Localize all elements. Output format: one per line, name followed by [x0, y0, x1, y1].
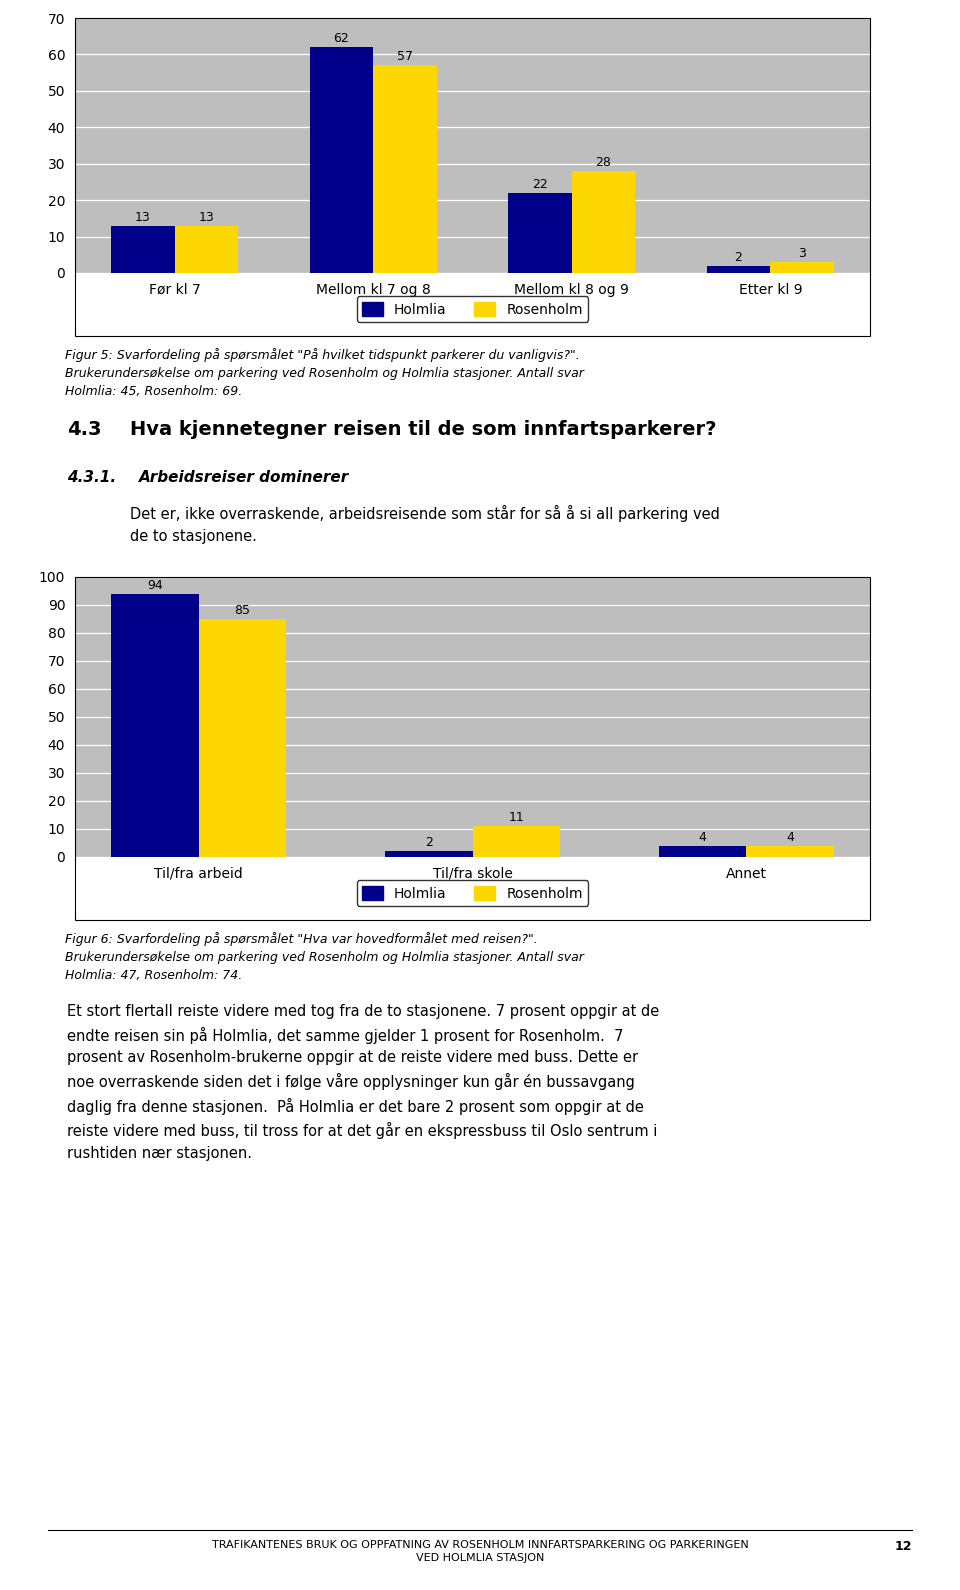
- Bar: [508, 192, 572, 273]
- Bar: [659, 846, 746, 857]
- Text: 12: 12: [895, 1541, 912, 1553]
- Text: 62: 62: [333, 32, 349, 45]
- Bar: [472, 827, 560, 857]
- Legend: Holmlia, Rosenholm: Holmlia, Rosenholm: [356, 881, 588, 906]
- Bar: [770, 262, 834, 273]
- Text: 28: 28: [595, 156, 612, 169]
- Text: 57: 57: [397, 51, 413, 64]
- Bar: [111, 593, 199, 857]
- Text: 85: 85: [234, 604, 251, 617]
- Text: 4.3.1.: 4.3.1.: [67, 471, 116, 485]
- Text: Figur 5: Svarfordeling på spørsmålet "På hvilket tidspunkt parkerer du vanligvis: Figur 5: Svarfordeling på spørsmålet "På…: [65, 348, 585, 398]
- Text: 2: 2: [424, 836, 433, 849]
- Text: Et stort flertall reiste videre med tog fra de to stasjonene. 7 prosent oppgir a: Et stort flertall reiste videre med tog …: [67, 1003, 660, 1161]
- Text: 11: 11: [509, 811, 524, 824]
- Bar: [572, 172, 636, 273]
- Text: 94: 94: [147, 579, 163, 591]
- Bar: [310, 48, 373, 273]
- Text: 13: 13: [199, 210, 214, 224]
- Text: 13: 13: [135, 210, 151, 224]
- Text: 4: 4: [786, 830, 794, 844]
- Text: 2: 2: [734, 251, 742, 264]
- Bar: [746, 846, 834, 857]
- Text: TRAFIKANTENES BRUK OG OPPFATNING AV ROSENHOLM INNFARTSPARKERING OG PARKERINGEN
V: TRAFIKANTENES BRUK OG OPPFATNING AV ROSE…: [211, 1541, 749, 1563]
- Text: 4.3: 4.3: [67, 420, 102, 439]
- Bar: [111, 226, 175, 273]
- Text: 4: 4: [699, 830, 707, 844]
- Text: Det er, ikke overraskende, arbeidsreisende som står for så å si all parkering ve: Det er, ikke overraskende, arbeidsreisen…: [130, 506, 719, 544]
- Text: 22: 22: [532, 178, 548, 191]
- Bar: [385, 851, 472, 857]
- Legend: Holmlia, Rosenholm: Holmlia, Rosenholm: [356, 296, 588, 323]
- Text: Arbeidsreiser dominerer: Arbeidsreiser dominerer: [139, 471, 349, 485]
- Text: Hva kjennetegner reisen til de som innfartsparkerer?: Hva kjennetegner reisen til de som innfa…: [130, 420, 716, 439]
- Bar: [373, 65, 437, 273]
- Text: Figur 6: Svarfordeling på spørsmålet "Hva var hovedformålet med reisen?".
Bruker: Figur 6: Svarfordeling på spørsmålet "Hv…: [65, 932, 585, 983]
- Bar: [175, 226, 238, 273]
- Bar: [707, 266, 770, 273]
- Text: 3: 3: [798, 246, 806, 261]
- Bar: [199, 619, 286, 857]
